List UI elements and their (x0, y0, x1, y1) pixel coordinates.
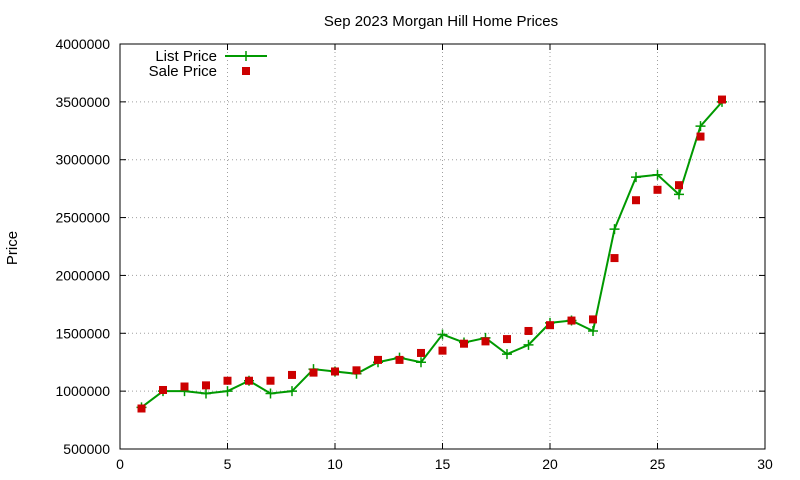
data-point-list-price (265, 388, 276, 399)
data-point-sale-price (245, 376, 253, 385)
y-tick-label: 2000000 (55, 267, 110, 283)
x-tick-label: 25 (650, 456, 666, 472)
legend: List Price Sale Price (149, 48, 267, 80)
legend-marker-list-price (241, 51, 251, 61)
axis-ticks: 0 5 10 15 20 25 30 500000 1000000 1500000 2000000 2… (55, 36, 773, 472)
data-point-sale-price (632, 196, 640, 205)
data-point-sale-price (374, 355, 382, 364)
data-point-sale-price (653, 185, 662, 194)
x-tick-label: 15 (435, 456, 451, 472)
data-point-sale-price (288, 370, 296, 379)
data-point-sale-price (309, 368, 318, 377)
data-point-sale-price (481, 337, 490, 346)
data-point-list-price (437, 329, 448, 340)
data-point-sale-price (718, 95, 726, 104)
data-point-sale-price (202, 381, 210, 390)
data-point-sale-price (524, 326, 533, 335)
data-point-list-price (631, 172, 641, 183)
grid-lines (120, 44, 765, 449)
y-tick-label: 3500000 (55, 94, 110, 110)
data-point-sale-price (180, 382, 189, 391)
data-point-sale-price (266, 376, 275, 385)
data-point-list-price (201, 388, 211, 399)
x-tick-label: 20 (542, 456, 558, 472)
y-tick-label: 1500000 (55, 325, 110, 341)
data-point-sale-price (696, 132, 705, 141)
data-point-sale-price (460, 339, 468, 348)
data-point-list-price (652, 169, 663, 180)
y-axis-label: Price (4, 231, 21, 265)
series-group (136, 95, 727, 413)
data-point-sale-price (352, 366, 361, 375)
data-point-list-price (674, 189, 684, 200)
data-point-sale-price (331, 367, 339, 376)
data-point-sale-price (395, 355, 404, 364)
data-point-list-price (695, 121, 706, 132)
x-tick-label: 10 (327, 456, 343, 472)
legend-label-sale-price: Sale Price (149, 63, 217, 80)
data-point-list-price (416, 357, 426, 368)
data-point-sale-price (137, 404, 146, 413)
y-tick-label: 2500000 (55, 210, 110, 226)
y-tick-label: 3000000 (55, 152, 110, 168)
data-point-sale-price (417, 348, 425, 357)
data-point-list-price (287, 386, 297, 397)
data-point-list-price (502, 349, 512, 360)
data-point-sale-price (223, 376, 232, 385)
data-point-sale-price (438, 346, 447, 355)
legend-marker-sale-price (242, 67, 250, 75)
data-point-list-price (222, 386, 233, 397)
data-point-list-price (588, 325, 598, 336)
y-tick-label: 500000 (63, 441, 110, 457)
data-point-sale-price (159, 385, 167, 394)
y-tick-label: 1000000 (55, 383, 110, 399)
data-point-sale-price (567, 316, 576, 325)
chart-title: Sep 2023 Morgan Hill Home Prices (324, 13, 558, 30)
x-tick-label: 0 (116, 456, 124, 472)
data-point-sale-price (546, 321, 554, 330)
data-point-sale-price (503, 335, 511, 344)
data-point-sale-price (589, 315, 597, 324)
data-point-sale-price (610, 254, 619, 263)
data-point-sale-price (675, 181, 683, 190)
x-tick-label: 5 (224, 456, 232, 472)
series-line-list-price (140, 101, 723, 409)
x-tick-label: 30 (757, 456, 773, 472)
data-point-list-price (609, 224, 620, 235)
y-tick-label: 4000000 (55, 36, 110, 52)
legend-label-list-price: List Price (155, 48, 217, 65)
data-point-list-price (523, 339, 534, 350)
